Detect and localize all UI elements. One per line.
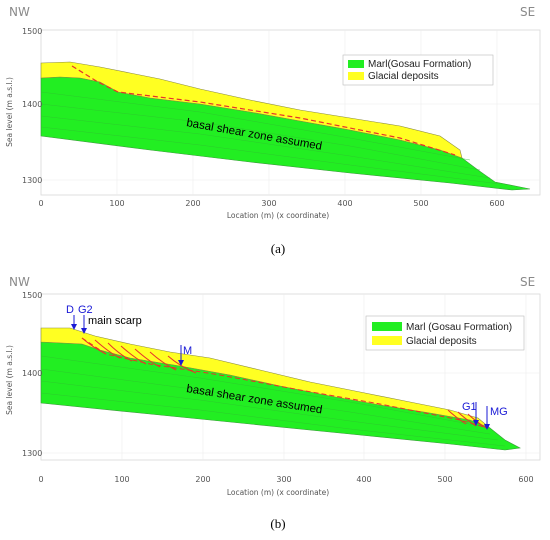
basal-shear-zone-line-b	[81, 337, 489, 429]
y-tick-a-1500: 1500	[22, 27, 42, 36]
legend-label-marl-b: Marl (Gosau Formation)	[406, 322, 512, 333]
x-tick-b-400: 400	[356, 475, 371, 484]
x-tick-a-500: 500	[413, 199, 428, 208]
legend-label-marl-a: Marl(Gosau Formation)	[368, 59, 471, 70]
x-tick-b-200: 200	[195, 475, 210, 484]
x-tick-a-300: 300	[261, 199, 276, 208]
x-tick-b-100: 100	[114, 475, 129, 484]
x-axis-label-b: Location (m) (x coordinate)	[227, 488, 329, 497]
x-tick-a-400: 400	[337, 199, 352, 208]
arrow-down-icon	[71, 324, 77, 330]
marker-g2: G2	[78, 304, 93, 334]
legend-swatch-glacial-a	[348, 72, 364, 80]
legend-swatch-marl-b	[372, 322, 402, 331]
marker-g2-label: G2	[78, 304, 93, 316]
legend-box-a	[342, 54, 494, 86]
x-tick-b-500: 500	[437, 475, 452, 484]
direction-nw-label: NW	[9, 5, 30, 19]
marker-g1: G1	[462, 401, 479, 426]
caption-a: (a)	[271, 241, 285, 256]
caption-b: (b)	[270, 516, 285, 531]
x-tick-a-600: 600	[489, 199, 504, 208]
legend-a: Marl(Gosau Formation) Glacial deposits	[342, 54, 494, 86]
marker-mg-label: MG	[490, 406, 508, 418]
x-tick-a-0: 0	[38, 199, 43, 208]
marl-strata-a	[40, 91, 501, 185]
arrow-down-icon	[473, 420, 479, 426]
marker-m: M	[178, 345, 192, 366]
marker-m-label: M	[183, 345, 192, 357]
y-tick-b-1400: 1400	[22, 369, 42, 378]
legend-b: Marl (Gosau Formation) Glacial deposits	[365, 315, 525, 351]
direction-nw-label: NW	[9, 275, 30, 289]
legend-swatch-glacial-b	[372, 336, 402, 345]
x-axis-label-a: Location (m) (x coordinate)	[227, 211, 329, 220]
marker-d-label: D	[66, 304, 74, 316]
y-axis-label-a: Sea level (m a.s.l.)	[5, 77, 14, 147]
x-tick-a-100: 100	[109, 199, 124, 208]
panel-b: NW SE	[5, 275, 541, 531]
y-axis-label-b: Sea level (m a.s.l.)	[5, 345, 14, 415]
direction-se-label: SE	[520, 5, 535, 19]
y-tick-a-1300: 1300	[22, 176, 42, 185]
y-tick-a-1400: 1400	[22, 100, 42, 109]
marker-d: D	[66, 304, 77, 330]
main-scarp-label: main scarp	[88, 315, 142, 327]
panel-a: NW SE Marl(Gosau	[5, 5, 541, 256]
x-tick-a-200: 200	[185, 199, 200, 208]
legend-label-glacial-b: Glacial deposits	[406, 336, 477, 347]
x-tick-b-600: 600	[518, 475, 533, 484]
marl-strata-b	[40, 355, 506, 447]
basal-shear-zone-line-a	[71, 65, 456, 156]
legend-swatch-marl-a	[348, 60, 364, 68]
x-tick-b-0: 0	[38, 475, 43, 484]
direction-se-label: SE	[520, 275, 535, 289]
marker-g1-label: G1	[462, 401, 477, 413]
legend-label-glacial-a: Glacial deposits	[368, 71, 439, 82]
arrow-down-icon	[81, 328, 87, 334]
arrow-down-icon	[484, 424, 490, 430]
y-tick-b-1500: 1500	[22, 291, 42, 300]
x-tick-b-300: 300	[276, 475, 291, 484]
marker-mg: MG	[484, 406, 508, 430]
arrow-down-icon	[178, 360, 184, 366]
y-tick-b-1300: 1300	[22, 449, 42, 458]
